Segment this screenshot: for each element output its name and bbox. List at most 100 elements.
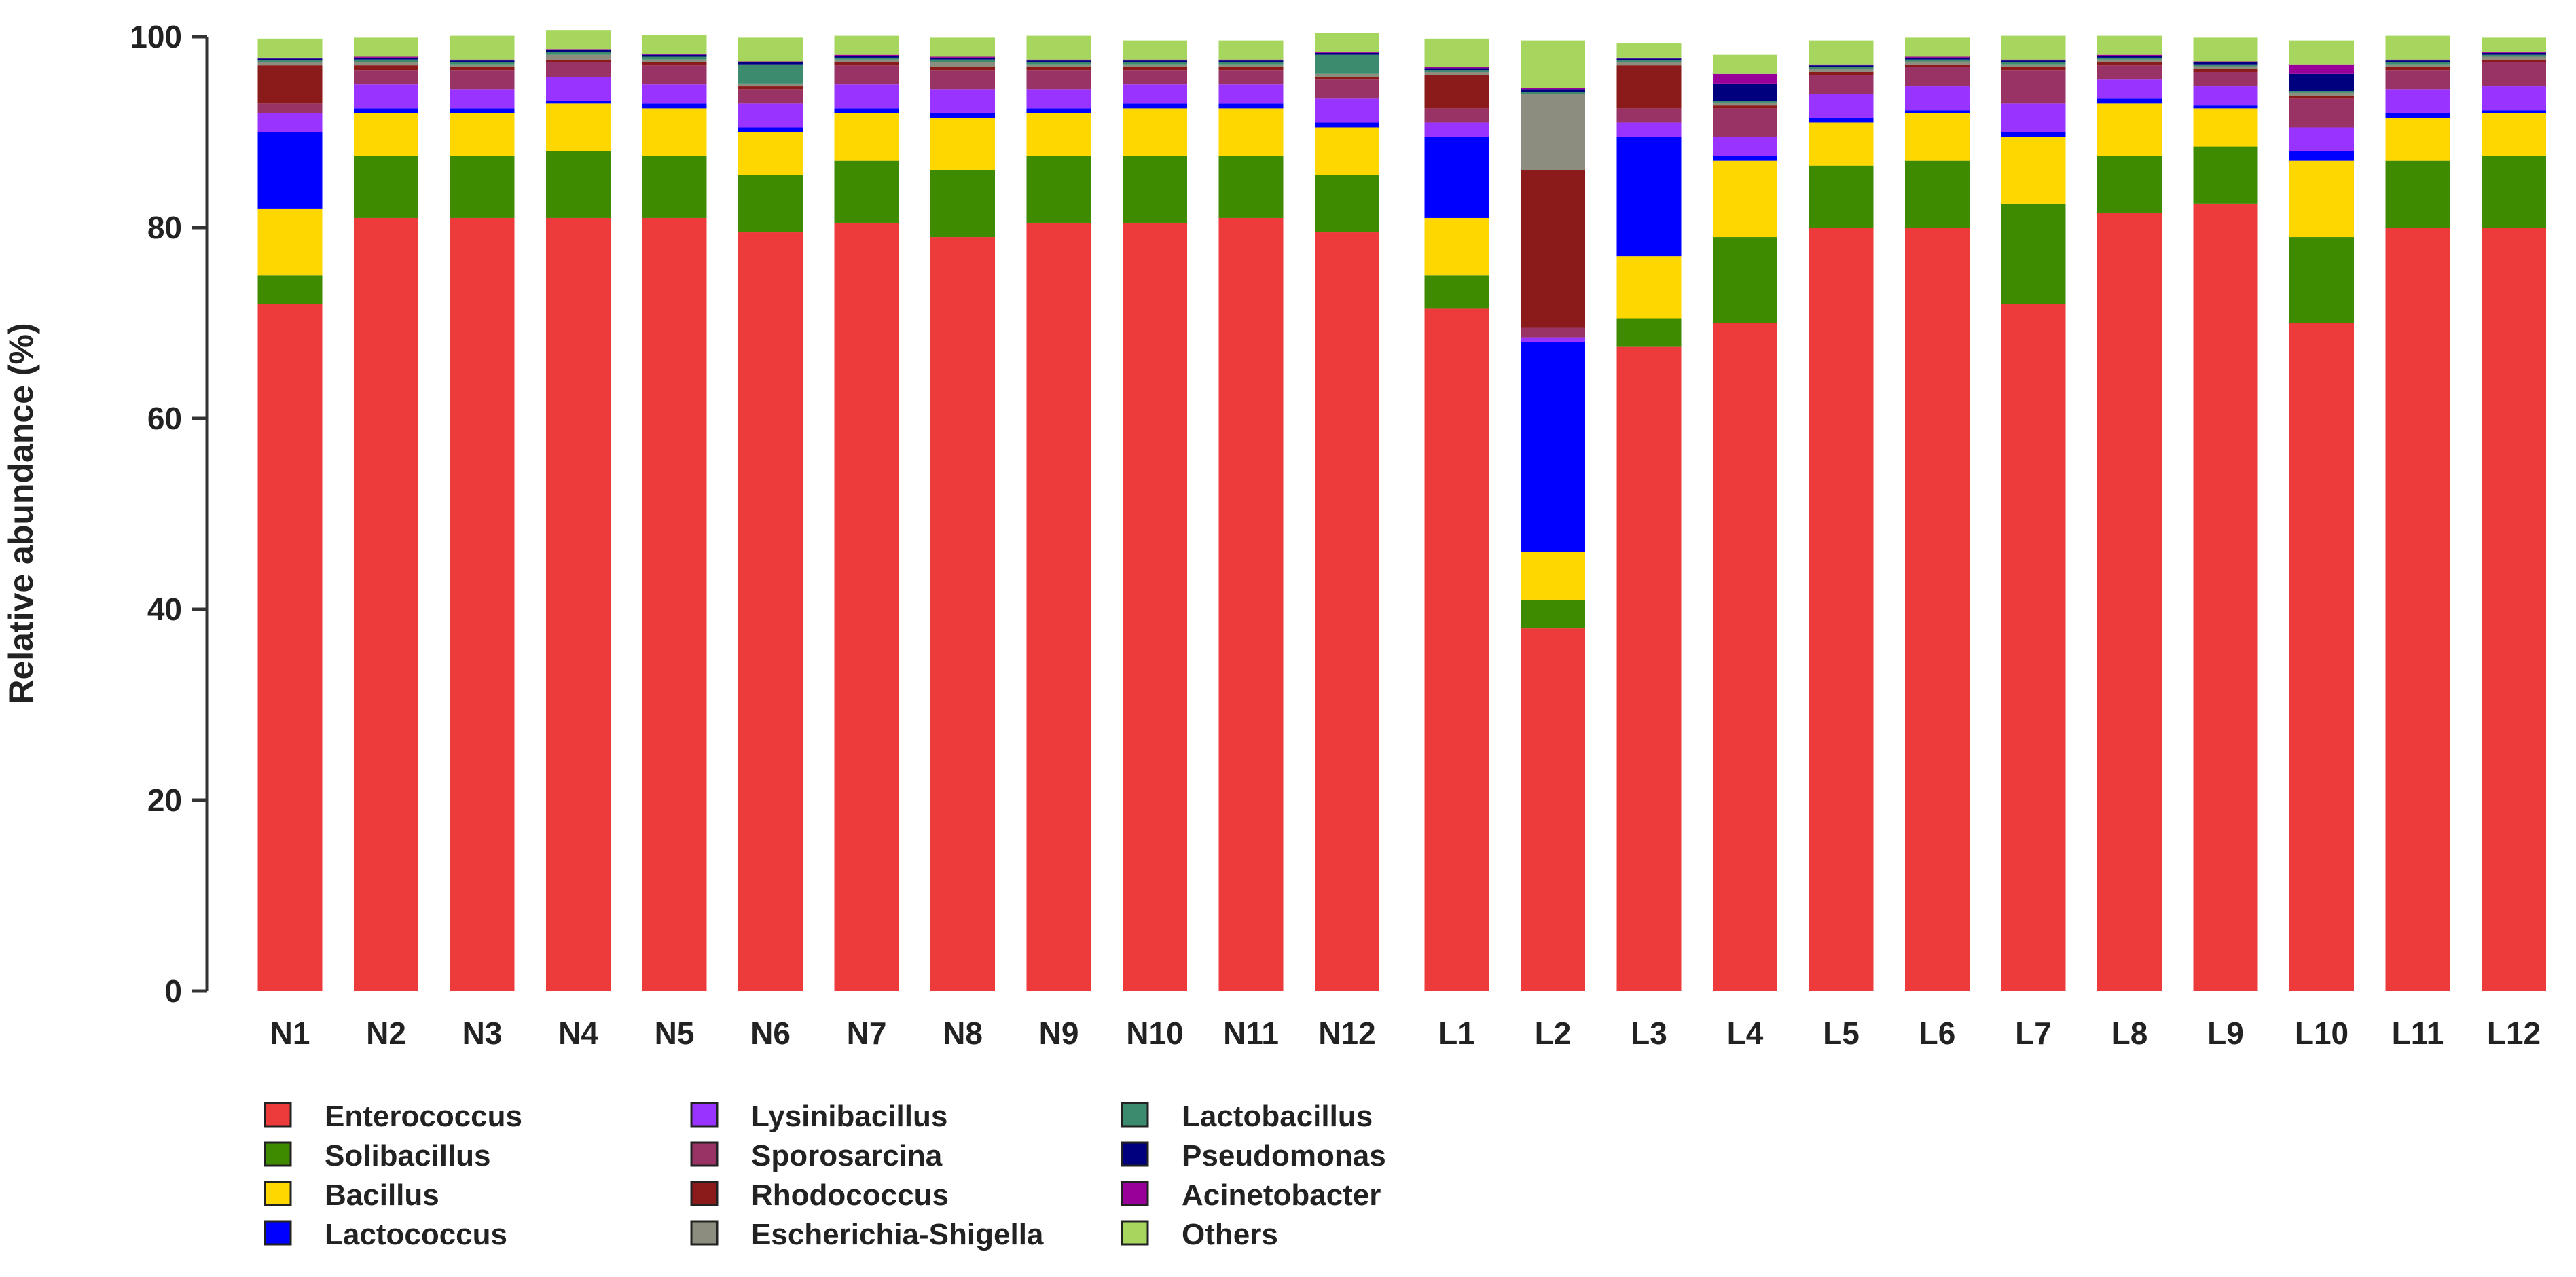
bar-stack-n6	[738, 37, 803, 991]
x-tick-label-n6: N6	[750, 1015, 791, 1051]
x-tick-label-n2: N2	[366, 1015, 406, 1051]
bar-segment-l10-others	[2289, 40, 2354, 65]
bar-segment-l8-lysinibacillus	[2097, 79, 2162, 99]
bar-segment-n1-enterococcus	[257, 304, 323, 991]
legend-item-pseudomonas: Pseudomonas	[1121, 1139, 1386, 1172]
bar-segment-l7-bacillus	[2001, 137, 2066, 204]
bar-segment-n9-bacillus	[1026, 113, 1091, 156]
bar-segment-n9-enterococcus	[1026, 222, 1091, 992]
x-tick-label-l5: L5	[1823, 1015, 1860, 1051]
x-tick-label-l10: L10	[2295, 1015, 2348, 1051]
bar-segment-l10-solibacillus	[2289, 237, 2354, 323]
bar-segment-l8-escherichia-shigella	[2097, 59, 2162, 62]
bar-stack-l12	[2482, 37, 2546, 991]
bar-stack-n11	[1218, 40, 1284, 992]
bar-stack-n9	[1026, 35, 1091, 992]
bar-segment-l12-rhodococcus	[2482, 59, 2546, 62]
bar-segment-l4-lactobacillus	[1713, 101, 1777, 103]
bar-stack-n10	[1123, 40, 1187, 992]
bar-segment-l11-pseudomonas	[2385, 60, 2450, 62]
bar-segment-l7-escherichia-shigella	[2001, 64, 2066, 67]
bar-segment-n2-lactobacillus	[354, 59, 418, 62]
bar-stack-n7	[834, 35, 899, 992]
bar-segment-n4-lactococcus	[546, 101, 611, 104]
bar-segment-n10-bacillus	[1123, 108, 1187, 156]
bar-segment-l6-enterococcus	[1905, 228, 1970, 991]
bar-segment-l8-rhodococcus	[2097, 62, 2162, 66]
bar-segment-l3-lysinibacillus	[1616, 122, 1682, 137]
bar-segment-l8-sporosarcina	[2097, 65, 2162, 80]
bar-segment-n10-sporosarcina	[1123, 70, 1187, 85]
bar-segment-l3-lactobacillus	[1616, 60, 1682, 62]
bar-segment-n8-lysinibacillus	[930, 89, 995, 113]
bar-segment-n1-rhodococcus	[257, 65, 323, 104]
bar-segment-l2-others	[1521, 40, 1585, 88]
bar-segment-l5-solibacillus	[1809, 165, 1874, 228]
bar-segment-l9-bacillus	[2193, 108, 2258, 147]
bar-stack-l5	[1809, 40, 1874, 991]
bar-segment-n4-solibacillus	[546, 151, 611, 218]
bar-segment-n1-pseudomonas	[257, 58, 323, 61]
bar-segment-n2-others	[354, 37, 418, 57]
bar-segment-n9-lysinibacillus	[1026, 89, 1091, 109]
y-tick-label: 60	[147, 401, 182, 436]
legend-label: Pseudomonas	[1182, 1139, 1386, 1172]
bar-segment-n1-others	[257, 38, 323, 58]
bar-segment-l7-lysinibacillus	[2001, 103, 2066, 132]
bar-segment-l10-bacillus	[2289, 160, 2354, 238]
plot-area: 0 20 40 60 80 100 N1 N2 N3 N4 N5 N6 N7 N8 N9 N10 N11 N12…	[130, 19, 2546, 1051]
bar-segment-n8-lactococcus	[930, 113, 995, 118]
bar-segment-n10-lactococcus	[1123, 103, 1187, 109]
bar-segment-l2-lysinibacillus	[1521, 337, 1585, 342]
bar-stack-l4	[1713, 54, 1777, 991]
bar-segment-l4-bacillus	[1713, 160, 1777, 238]
bar-segment-n5-escherichia-shigella	[642, 59, 707, 62]
legend-label: Acinetobacter	[1182, 1179, 1381, 1212]
bar-segment-n12-rhodococcus	[1315, 77, 1379, 80]
bar-segment-l9-lactobacillus	[2193, 64, 2258, 67]
bar-segment-n10-lactobacillus	[1123, 62, 1187, 65]
bar-segment-n2-pseudomonas	[354, 57, 418, 60]
bar-segment-n6-lactococcus	[738, 127, 803, 132]
bar-segment-n6-pseudomonas	[738, 62, 803, 65]
bar-segment-l3-rhodococcus	[1616, 65, 1682, 109]
bar-segment-l10-lactococcus	[2289, 151, 2354, 161]
bars-layer	[257, 30, 2546, 992]
bar-segment-n4-bacillus	[546, 103, 611, 151]
y-tick-label: 80	[147, 210, 182, 245]
bar-segment-n5-others	[642, 35, 707, 54]
x-tick-label-l2: L2	[1535, 1015, 1572, 1051]
legend-swatch	[1121, 1141, 1149, 1167]
bar-segment-l10-sporosarcina	[2289, 98, 2354, 128]
bar-segment-n7-others	[834, 35, 899, 55]
bar-segment-l11-lysinibacillus	[2385, 89, 2450, 113]
bar-segment-n3-rhodococcus	[450, 67, 515, 71]
bar-segment-n7-lysinibacillus	[834, 84, 899, 109]
bar-segment-n4-pseudomonas	[546, 50, 611, 52]
bar-segment-n2-lysinibacillus	[354, 84, 418, 109]
legend-swatch	[690, 1220, 719, 1246]
bar-segment-n9-escherichia-shigella	[1026, 64, 1091, 67]
bar-segment-l3-sporosarcina	[1616, 108, 1682, 123]
bar-segment-n6-lysinibacillus	[738, 103, 803, 128]
bar-segment-n8-sporosarcina	[930, 70, 995, 90]
bar-segment-l8-lactococcus	[2097, 98, 2162, 104]
bar-stack-l8	[2097, 35, 2162, 991]
bar-segment-l1-bacillus	[1424, 217, 1489, 276]
legend-swatch	[690, 1141, 719, 1167]
legend-item-rhodococcus: Rhodococcus	[690, 1179, 949, 1212]
legend-label: Rhodococcus	[751, 1179, 949, 1212]
bar-segment-n7-lactococcus	[834, 108, 899, 113]
bar-segment-l2-enterococcus	[1521, 628, 1585, 991]
bar-segment-n2-solibacillus	[354, 156, 418, 218]
bar-segment-l7-pseudomonas	[2001, 60, 2066, 62]
bar-segment-l11-bacillus	[2385, 118, 2450, 161]
bar-segment-l4-acinetobacter	[1713, 73, 1777, 84]
bar-segment-n5-solibacillus	[642, 156, 707, 218]
bar-segment-l8-others	[2097, 35, 2162, 55]
bar-segment-n12-others	[1315, 33, 1379, 52]
bar-segment-n10-enterococcus	[1123, 222, 1187, 992]
bar-segment-n8-lactobacillus	[930, 59, 995, 62]
bar-segment-l11-lactococcus	[2385, 113, 2450, 118]
bar-segment-n9-lactobacillus	[1026, 62, 1091, 65]
